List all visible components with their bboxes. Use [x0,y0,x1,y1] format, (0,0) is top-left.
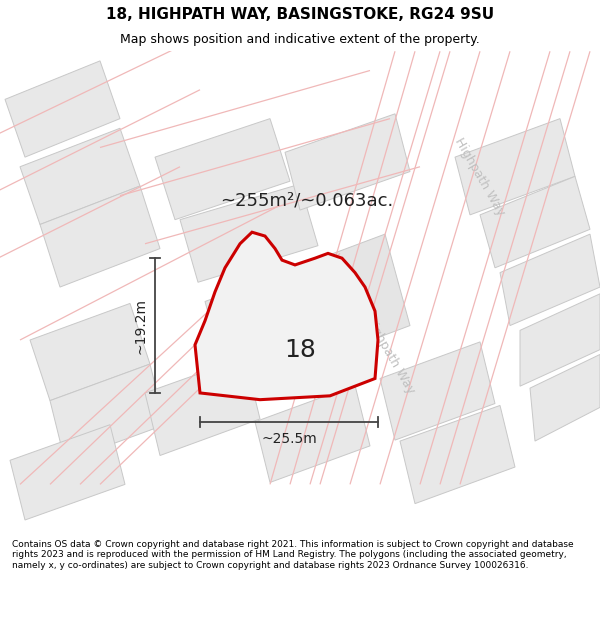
Polygon shape [400,406,515,504]
Polygon shape [155,119,290,219]
Polygon shape [195,232,378,399]
Polygon shape [145,357,260,456]
Polygon shape [255,385,370,482]
Polygon shape [5,61,120,157]
Polygon shape [480,176,590,268]
Polygon shape [205,234,410,393]
Text: Map shows position and indicative extent of the property.: Map shows position and indicative extent… [120,34,480,46]
Polygon shape [40,186,160,287]
Text: Contains OS data © Crown copyright and database right 2021. This information is : Contains OS data © Crown copyright and d… [12,540,574,570]
Polygon shape [10,425,125,520]
Text: 18: 18 [284,338,316,362]
Polygon shape [500,234,600,326]
Polygon shape [530,354,600,441]
Polygon shape [30,303,150,401]
Polygon shape [180,184,318,282]
Polygon shape [380,342,495,440]
Text: 18, HIGHPATH WAY, BASINGSTOKE, RG24 9SU: 18, HIGHPATH WAY, BASINGSTOKE, RG24 9SU [106,7,494,22]
Polygon shape [520,294,600,386]
Text: Highpath Way: Highpath Way [362,313,418,396]
Polygon shape [20,128,140,224]
Text: ~25.5m: ~25.5m [261,432,317,446]
Text: ~255m²/~0.063ac.: ~255m²/~0.063ac. [220,191,393,209]
Polygon shape [455,119,575,215]
Polygon shape [285,114,410,210]
Text: ~19.2m: ~19.2m [134,298,148,354]
Polygon shape [50,364,165,461]
Text: Highpath Way: Highpath Way [452,135,508,218]
